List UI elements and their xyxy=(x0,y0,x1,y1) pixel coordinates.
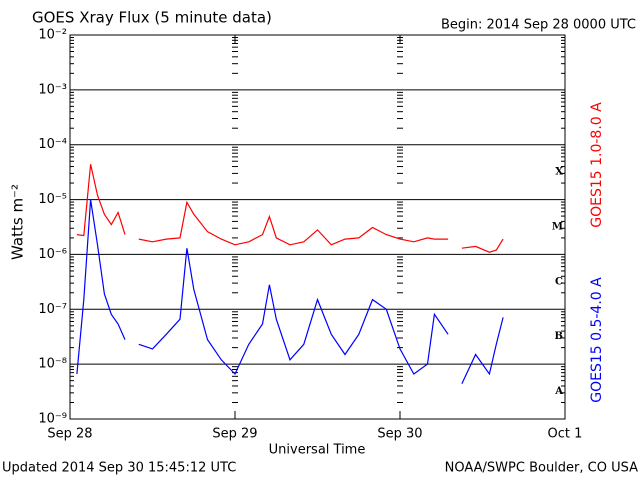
x-tick-label: Oct 1 xyxy=(548,427,583,442)
class-label: M xyxy=(552,222,563,233)
series-line xyxy=(76,199,504,384)
class-label: X xyxy=(555,167,563,178)
y-tick-label: 10⁻² xyxy=(38,28,67,43)
plot-frame xyxy=(69,34,566,420)
x-axis-label: Universal Time xyxy=(269,443,366,458)
y-tick-label: 10⁻³ xyxy=(38,82,67,97)
y-tick-label: 10⁻⁹ xyxy=(38,412,67,427)
footer-right: NOAA/SWPC Boulder, CO USA xyxy=(445,461,638,476)
x-tick-label: Sep 29 xyxy=(212,427,257,442)
legend-entry: GOES15 1.0-8.0 A xyxy=(589,102,605,228)
y-axis-label: Watts m⁻² xyxy=(9,184,27,260)
class-label: A xyxy=(554,386,563,397)
legend-entry: GOES15 0.5-4.0 A xyxy=(589,277,605,403)
y-tick-label: 10⁻⁶ xyxy=(38,247,67,262)
y-tick-label: 10⁻⁵ xyxy=(38,192,67,207)
class-label: B xyxy=(555,331,563,342)
y-tick-label: 10⁻⁴ xyxy=(38,137,67,152)
footer-left: Updated 2014 Sep 30 15:45:12 UTC xyxy=(2,461,236,476)
y-tick-label: 10⁻⁸ xyxy=(38,357,67,372)
x-tick-label: Sep 28 xyxy=(47,427,92,442)
series-line xyxy=(76,164,504,253)
class-label: C xyxy=(555,276,563,287)
chart-title: GOES Xray Flux (5 minute data) xyxy=(32,9,272,27)
x-tick-label: Sep 30 xyxy=(377,427,422,442)
chart-subtitle: Begin: 2014 Sep 28 0000 UTC xyxy=(441,18,636,33)
y-tick-label: 10⁻⁷ xyxy=(38,302,67,317)
